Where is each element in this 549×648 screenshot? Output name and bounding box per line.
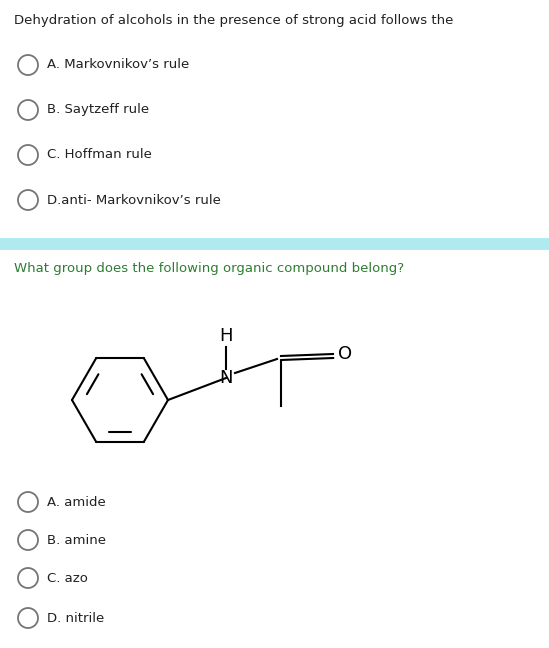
Text: Dehydration of alcohols in the presence of strong acid follows the: Dehydration of alcohols in the presence …	[14, 14, 453, 27]
Text: D.anti- Markovnikov’s rule: D.anti- Markovnikov’s rule	[47, 194, 221, 207]
Text: B. Saytzeff rule: B. Saytzeff rule	[47, 104, 149, 117]
Text: What group does the following organic compound belong?: What group does the following organic co…	[14, 262, 404, 275]
Text: A. amide: A. amide	[47, 496, 106, 509]
Text: H: H	[219, 327, 233, 345]
Text: O: O	[338, 345, 352, 363]
Text: C. azo: C. azo	[47, 572, 88, 584]
Text: D. nitrile: D. nitrile	[47, 612, 104, 625]
Text: A. Markovnikov’s rule: A. Markovnikov’s rule	[47, 58, 189, 71]
Text: C. Hoffman rule: C. Hoffman rule	[47, 148, 152, 161]
Text: N: N	[219, 369, 233, 387]
Bar	[0, 238, 549, 250]
Text: B. amine: B. amine	[47, 533, 106, 546]
